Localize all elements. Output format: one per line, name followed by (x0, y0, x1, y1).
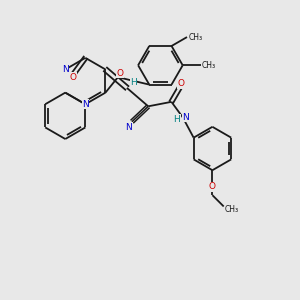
Text: CH₃: CH₃ (188, 33, 203, 42)
Text: CH₃: CH₃ (225, 205, 239, 214)
Text: CH₃: CH₃ (202, 61, 216, 70)
Text: H: H (130, 78, 137, 87)
Text: N: N (62, 65, 69, 74)
Text: N: N (126, 123, 132, 132)
Text: O: O (178, 79, 185, 88)
Text: O: O (117, 69, 124, 78)
Text: H: H (173, 115, 180, 124)
Text: O: O (209, 182, 216, 191)
Text: N: N (182, 113, 189, 122)
Text: N: N (82, 100, 89, 109)
Text: O: O (69, 73, 76, 82)
